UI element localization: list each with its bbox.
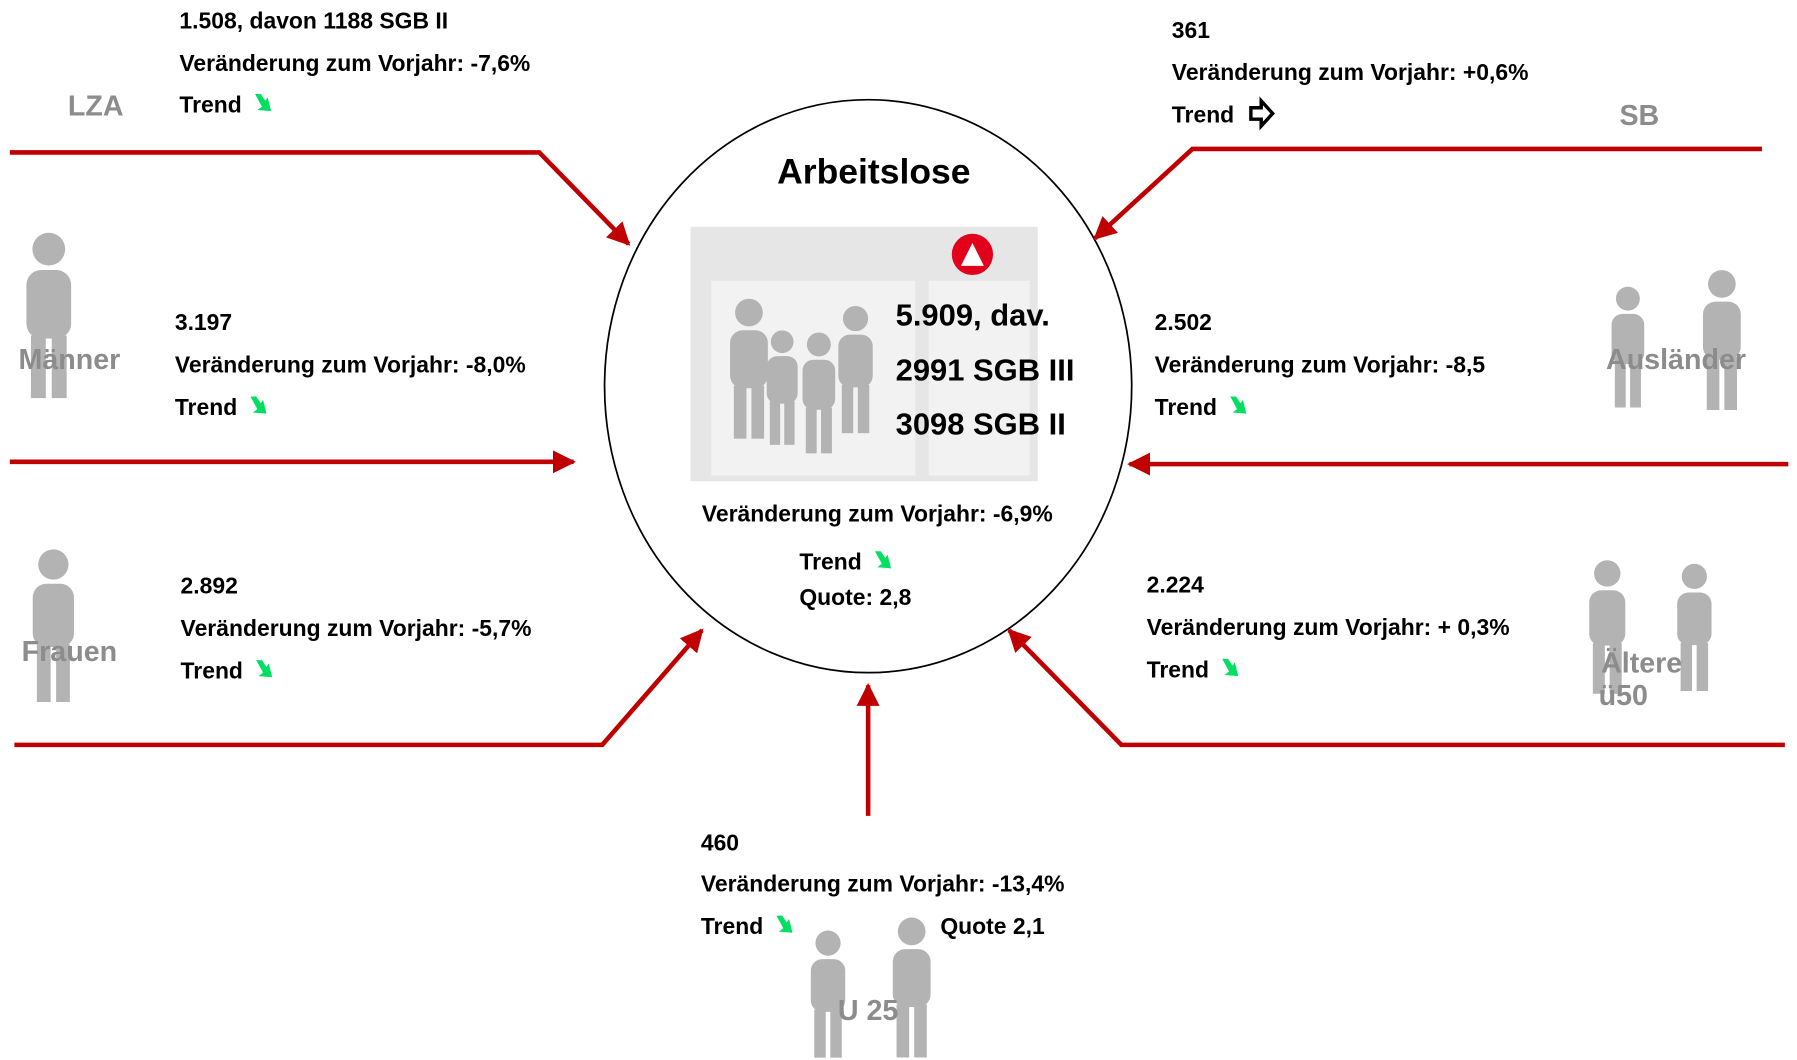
group-value: 460 — [701, 829, 739, 855]
group-label: LZA — [68, 91, 124, 123]
group-label: SB — [1619, 100, 1659, 132]
group-value: 3.197 — [175, 309, 232, 335]
group-label: U 25 — [838, 995, 899, 1027]
group-change: Veränderung zum Vorjahr: -8,5 — [1155, 351, 1486, 377]
group-trend: Trend — [1155, 394, 1217, 420]
center-line: 5.909, dav. — [896, 297, 1050, 332]
group-label: ü50 — [1599, 680, 1648, 712]
center-trend: Trend — [799, 549, 861, 575]
center-quote: Quote: 2,8 — [799, 584, 911, 610]
group-quote: Quote 2,1 — [940, 913, 1045, 939]
center-circle — [603, 98, 1133, 674]
group-label: Ausländer — [1606, 344, 1746, 376]
group-change: Veränderung zum Vorjahr: + 0,3% — [1147, 614, 1510, 640]
group-change: Veränderung zum Vorjahr: +0,6% — [1172, 59, 1529, 85]
group-trend: Trend — [1172, 102, 1234, 128]
center-title: Arbeitslose — [777, 151, 970, 191]
group-label: Ältere — [1601, 647, 1682, 680]
group-value: 2.892 — [181, 573, 238, 599]
center-line: 2991 SGB III — [896, 352, 1075, 387]
group-trend: Trend — [175, 394, 237, 420]
group-trend: Trend — [1147, 656, 1209, 682]
group-value: 2.224 — [1147, 571, 1205, 597]
group-value: 2.502 — [1155, 309, 1212, 335]
group-label: Frauen — [22, 636, 117, 668]
group-trend: Trend — [701, 913, 763, 939]
center-change: Veränderung zum Vorjahr: -6,9% — [702, 500, 1053, 526]
group-change: Veränderung zum Vorjahr: -7,6% — [179, 50, 530, 76]
arrows — [9, 146, 1789, 816]
group-value: 361 — [1172, 17, 1210, 43]
group-change: Veränderung zum Vorjahr: -8,0% — [175, 351, 526, 377]
group-value: 1.508, davon 1188 SGB II — [179, 8, 448, 34]
group-label: Männer — [19, 344, 121, 376]
center-line: 3098 SGB II — [896, 406, 1066, 441]
group-trend: Trend — [179, 91, 241, 117]
group-change: Veränderung zum Vorjahr: -5,7% — [181, 615, 532, 641]
group-change: Veränderung zum Vorjahr: -13,4% — [701, 871, 1065, 897]
group-trend: Trend — [181, 657, 243, 683]
